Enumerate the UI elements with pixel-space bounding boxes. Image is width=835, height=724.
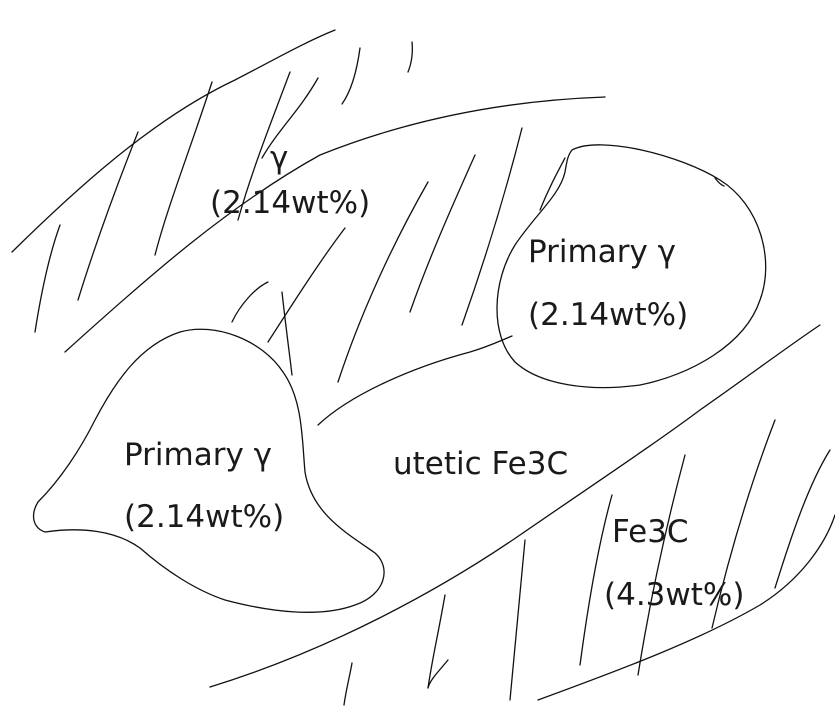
label-left-composition: (2.14wt%) <box>124 499 284 535</box>
right-primary-gamma-boundary <box>496 144 767 389</box>
middle-band-boundary <box>317 335 513 426</box>
upper-band-outer-boundary <box>11 29 336 253</box>
left-primary-gamma-boundary <box>32 328 385 613</box>
lower-band-upper-boundary <box>209 324 821 688</box>
label-left-phase: Primary γ <box>124 437 272 473</box>
label-right-phase: Primary γ <box>528 234 676 270</box>
label-lower-phase: Fe3C <box>612 514 689 550</box>
label-upper-phase: γ <box>270 140 288 176</box>
label-center-phase: utetic Fe3C <box>393 446 568 482</box>
label-lower-composition: (4.3wt%) <box>604 577 744 613</box>
label-upper-composition: (2.14wt%) <box>210 185 370 221</box>
upper-band-hatching <box>34 41 414 333</box>
upper-band-inner-boundary <box>64 96 606 353</box>
middle-band-hatching <box>231 127 566 383</box>
lower-band-lower-boundary <box>537 514 835 701</box>
right-blob-nub <box>714 177 725 187</box>
lower-band-hatching <box>343 419 831 706</box>
label-right-composition: (2.14wt%) <box>528 297 688 333</box>
